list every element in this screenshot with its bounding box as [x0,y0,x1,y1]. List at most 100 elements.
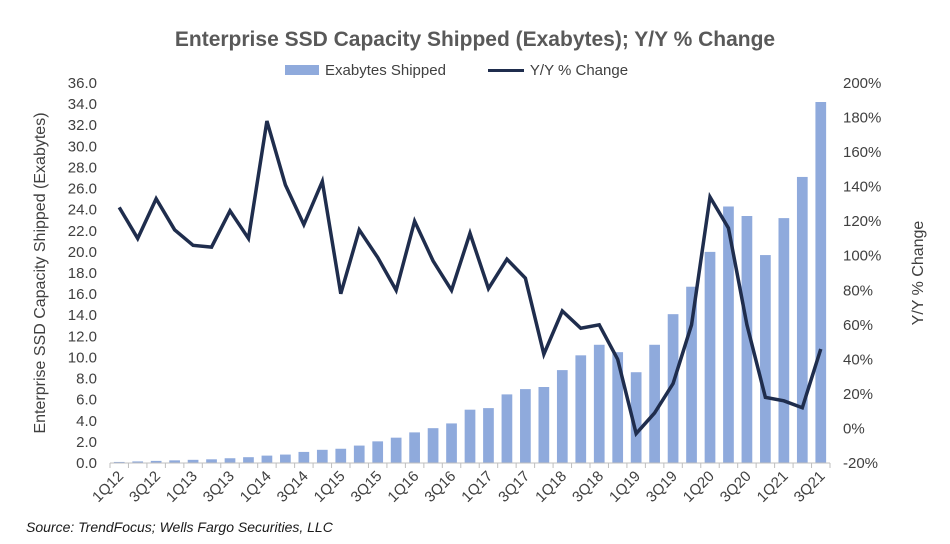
yoy-line [117,120,823,438]
y2-axis-title: Y/Y % Change [910,221,927,326]
bar [520,389,531,463]
bar [298,451,310,463]
y-tick-label: 18.0 [68,265,97,282]
bar [464,409,476,463]
x-tick-label: 1Q13 [163,468,201,506]
x-tick-label: 3Q13 [200,468,238,506]
y2-tick-label: 160% [843,144,881,161]
bar [778,218,790,463]
x-tick-label: 1Q21 [754,468,792,506]
bar [538,387,550,463]
y-tick-label: 0.0 [76,455,97,472]
legend-bar-swatch [285,65,319,75]
y-tick-label: 6.0 [76,392,97,409]
y-tick-label: 10.0 [68,349,97,366]
x-tick-label: 1Q16 [384,468,422,506]
line-series [117,120,823,438]
x-tick-label: 3Q20 [717,468,755,506]
y-tick-label: 34.0 [68,96,97,113]
bar [372,441,384,463]
x-tick-label: 1Q20 [680,468,718,506]
y-tick-label: 4.0 [76,413,97,430]
y-axis-title: Enterprise SSD Capacity Shipped (Exabyte… [32,112,49,433]
y-tick-label: 16.0 [68,286,97,303]
bar [169,460,180,463]
y-tick-label: 14.0 [68,307,97,324]
y2-tick-label: 100% [843,248,881,265]
legend: Exabytes Shipped Y/Y % Change [285,60,670,80]
bar [667,314,679,463]
y-tick-label: 24.0 [68,202,97,219]
y2-tick-label: 20% [843,386,873,403]
bar [815,102,827,463]
x-tick-label: 1Q12 [89,468,127,506]
bar [575,355,587,463]
bar [796,176,808,463]
bar [187,459,199,463]
x-tick-label: 1Q19 [606,468,644,506]
y-tick-label: 2.0 [76,434,97,451]
y2-tick-label: 180% [843,110,881,127]
bar [353,445,365,463]
bar [113,461,125,463]
y-tick-label: 8.0 [76,371,97,388]
bar [390,437,402,463]
right-axis: -20% 0% 20% 40% 60% 80% 100% 120% 140% 160% 180% 20… [843,75,881,472]
bar [612,352,624,463]
y2-tick-label: 200% [843,75,881,92]
bar [409,432,420,463]
legend-line-label: Y/Y % Change [529,61,629,79]
x-tick-label: 1Q17 [458,468,496,506]
bar [704,251,716,463]
x-tick-label: 3Q21 [791,468,829,506]
x-tick-label: 3Q15 [348,468,386,506]
x-tick-label: 3Q12 [126,468,164,506]
y2-tick-label: 80% [843,282,873,299]
y2-tick-label: -20% [843,455,878,472]
chart-title: Enterprise SSD Capacity Shipped (Exabyte… [174,28,776,51]
bar [132,461,144,463]
y2-tick-label: 40% [843,351,873,368]
legend-item-line: Y/Y % Change [487,61,629,79]
y-tick-label: 28.0 [68,159,97,176]
bar [483,408,494,463]
bar [630,372,642,463]
bar [760,255,771,463]
y2-tick-label: 0% [843,420,865,437]
legend-bar-label: Exabytes Shipped [325,61,446,79]
bar [556,370,568,463]
bar-series [113,102,827,463]
legend-line-swatch [487,68,524,72]
bar [280,454,291,463]
bar [243,457,254,463]
bar [261,455,273,463]
bar [723,206,734,463]
y-tick-label: 12.0 [68,328,97,345]
bar [501,394,513,463]
bar [593,344,605,463]
x-tick-label: 3Q17 [495,468,533,506]
y2-tick-label: 120% [843,213,881,230]
y2-tick-label: 60% [843,317,873,334]
x-tick-label: 3Q18 [569,468,607,506]
bar [446,423,457,463]
bar [224,458,236,463]
axis-titles: Enterprise SSD Capacity Shipped (Exabyte… [32,112,927,433]
x-tick-label: 3Q14 [274,468,312,506]
bar [427,428,439,463]
x-tick-label: 1Q15 [311,468,349,506]
y2-tick-label: 140% [843,179,881,196]
bar [335,448,347,463]
x-tick-label: 1Q18 [532,468,570,506]
bar [649,344,660,463]
bar [316,449,328,463]
x-tick-label: 1Q14 [237,468,275,506]
y-tick-label: 30.0 [68,138,97,155]
x-tick-label: 3Q16 [421,468,459,506]
y-tick-label: 22.0 [68,223,97,240]
y-tick-label: 20.0 [68,244,97,261]
bar [150,460,162,463]
x-tick-label: 3Q19 [643,468,681,506]
bar [686,286,697,463]
